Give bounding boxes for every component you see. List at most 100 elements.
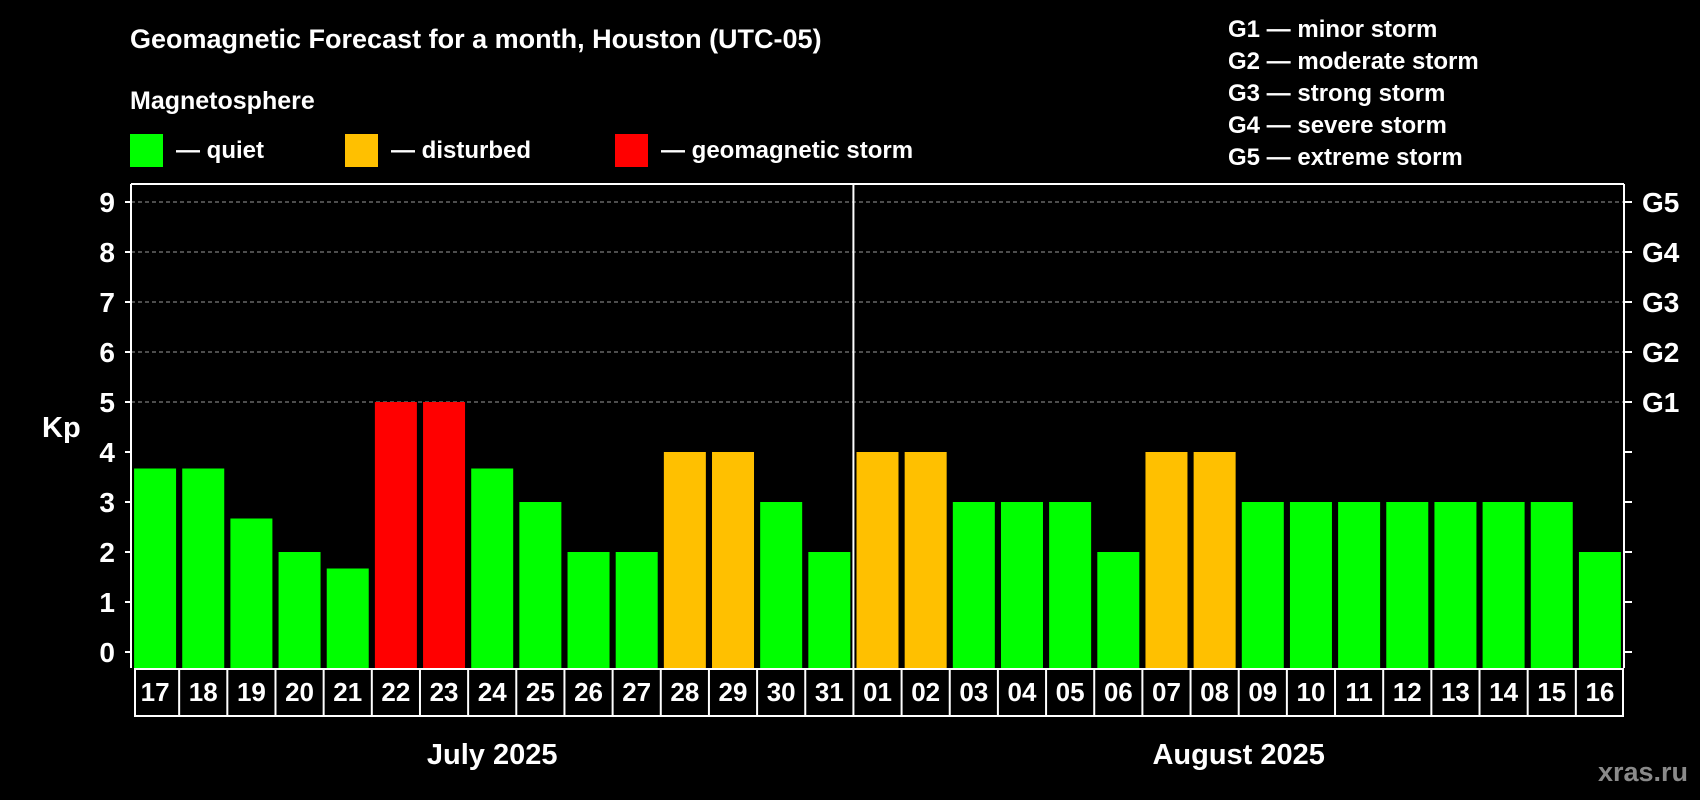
date-label-21: 21 (333, 677, 362, 707)
date-label-16: 16 (1585, 677, 1614, 707)
bar-25 (519, 502, 562, 668)
date-label-28: 28 (670, 677, 699, 707)
date-label-20: 20 (285, 677, 314, 707)
legend-label-storm: — geomagnetic storm (661, 137, 913, 164)
bar-19 (230, 518, 273, 668)
date-label-04: 04 (1008, 677, 1037, 707)
date-label-14: 14 (1489, 677, 1518, 707)
date-label-22: 22 (381, 677, 410, 707)
bar-29 (712, 452, 755, 668)
date-label-17: 17 (141, 677, 170, 707)
y-axis-left: 0 1 2 3 4 5 6 7 8 9 (99, 187, 131, 668)
date-label-08: 08 (1200, 677, 1229, 707)
right-tick-label-g3: G3 (1642, 287, 1679, 318)
y-tick-label-4: 4 (99, 437, 115, 468)
month-label-august: August 2025 (1152, 739, 1324, 771)
y-tick-label-7: 7 (99, 287, 115, 318)
date-label-30: 30 (767, 677, 796, 707)
bar-17 (134, 468, 177, 668)
date-label-01: 01 (863, 677, 892, 707)
bar-16 (1578, 552, 1621, 668)
bar-11 (1338, 502, 1381, 668)
month-labels: July 2025 August 2025 (427, 739, 1325, 771)
bar-27 (615, 552, 658, 668)
g-scale-g4: G4 — severe storm (1228, 112, 1447, 139)
legend-label-disturbed: — disturbed (391, 137, 531, 164)
bar-03 (952, 502, 995, 668)
date-label-10: 10 (1296, 677, 1325, 707)
bar-06 (1097, 552, 1140, 668)
date-label-13: 13 (1441, 677, 1470, 707)
g-scale-g3: G3 — strong storm (1228, 80, 1445, 107)
legend-swatch-quiet (130, 134, 163, 167)
y-axis-label: Kp (42, 412, 81, 444)
bar-21 (326, 568, 369, 668)
date-label-11: 11 (1345, 677, 1373, 707)
bar-14 (1482, 502, 1525, 668)
bar-10 (1289, 502, 1332, 668)
y-tick-label-2: 2 (99, 537, 115, 568)
date-label-25: 25 (526, 677, 555, 707)
bar-26 (567, 552, 610, 668)
legend: — quiet — disturbed — geomagnetic storm (130, 134, 913, 167)
date-label-15: 15 (1537, 677, 1566, 707)
y-tick-label-5: 5 (99, 387, 115, 418)
bar-08 (1193, 452, 1236, 668)
right-tick-label-g4: G4 (1642, 237, 1680, 268)
date-strip: 17 18 19 20 21 22 23 24 25 26 27 28 29 30 31 01 02 03 04 05… (134, 668, 1624, 717)
legend-swatch-disturbed (345, 134, 378, 167)
bar-31 (808, 552, 851, 668)
date-label-24: 24 (478, 677, 507, 707)
date-label-23: 23 (430, 677, 459, 707)
bars (134, 402, 1621, 668)
bar-28 (663, 452, 706, 668)
date-label-18: 18 (189, 677, 218, 707)
y-tick-label-3: 3 (99, 487, 115, 518)
date-label-09: 09 (1248, 677, 1277, 707)
legend-label-quiet: — quiet (176, 137, 264, 164)
right-tick-label-g5: G5 (1642, 187, 1679, 218)
legend-title: Magnetosphere (130, 87, 315, 115)
date-label-02: 02 (911, 677, 940, 707)
bar-02 (904, 452, 947, 668)
plot-frame (130, 183, 1625, 668)
date-label-03: 03 (959, 677, 988, 707)
bar-05 (1049, 502, 1092, 668)
y-tick-label-9: 9 (99, 187, 115, 218)
g-scale-g5: G5 — extreme storm (1228, 144, 1463, 171)
right-tick-label-g1: G1 (1642, 387, 1679, 418)
right-tick-label-g2: G2 (1642, 337, 1679, 368)
legend-swatch-storm (615, 134, 648, 167)
y-axis-right: G1 G2 G3 G4 G5 (1624, 187, 1680, 653)
g-scale-g1: G1 — minor storm (1228, 16, 1437, 43)
date-label-12: 12 (1393, 677, 1422, 707)
g-scale-g2: G2 — moderate storm (1228, 48, 1479, 75)
bar-07 (1145, 452, 1188, 668)
bar-24 (471, 468, 514, 668)
bar-13 (1434, 502, 1477, 668)
bar-20 (278, 552, 321, 668)
watermark: xras.ru (1598, 757, 1688, 787)
g-scale-legend: G1 — minor storm G2 — moderate storm G3 … (1228, 16, 1479, 171)
month-label-july: July 2025 (427, 739, 558, 771)
bar-22 (374, 402, 417, 668)
date-label-26: 26 (574, 677, 603, 707)
date-label-07: 07 (1152, 677, 1181, 707)
bar-04 (1000, 502, 1043, 668)
bar-23 (423, 402, 466, 668)
y-tick-label-1: 1 (99, 587, 115, 618)
bar-12 (1386, 502, 1429, 668)
date-strip-frame (134, 668, 1624, 717)
date-label-05: 05 (1056, 677, 1085, 707)
bar-18 (182, 468, 225, 668)
bar-09 (1241, 502, 1284, 668)
y-tick-label-8: 8 (99, 237, 115, 268)
y-tick-label-0: 0 (99, 637, 115, 668)
date-label-29: 29 (719, 677, 748, 707)
date-label-19: 19 (237, 677, 266, 707)
chart-title: Geomagnetic Forecast for a month, Housto… (130, 24, 822, 54)
bar-15 (1530, 502, 1573, 668)
bar-30 (760, 502, 803, 668)
bar-01 (856, 452, 899, 668)
